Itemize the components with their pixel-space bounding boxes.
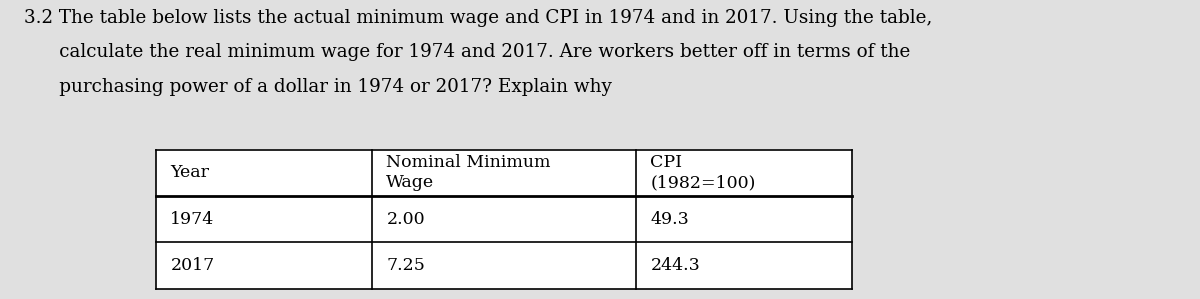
Text: calculate the real minimum wage for 1974 and 2017. Are workers better off in ter: calculate the real minimum wage for 1974… (24, 43, 911, 61)
Text: Year: Year (170, 164, 210, 181)
Text: 49.3: 49.3 (650, 210, 689, 228)
Text: 3.2 The table below lists the actual minimum wage and CPI in 1974 and in 2017. U: 3.2 The table below lists the actual min… (24, 9, 932, 27)
Text: 244.3: 244.3 (650, 257, 700, 274)
Text: 2.00: 2.00 (386, 210, 425, 228)
Bar (156, 150, 852, 289)
Text: purchasing power of a dollar in 1974 or 2017? Explain why: purchasing power of a dollar in 1974 or … (24, 78, 612, 96)
Text: 1974: 1974 (170, 210, 215, 228)
Text: Nominal Minimum
Wage: Nominal Minimum Wage (386, 154, 551, 191)
Text: CPI
(1982=100): CPI (1982=100) (650, 154, 756, 191)
Text: 7.25: 7.25 (386, 257, 425, 274)
Text: 2017: 2017 (170, 257, 215, 274)
